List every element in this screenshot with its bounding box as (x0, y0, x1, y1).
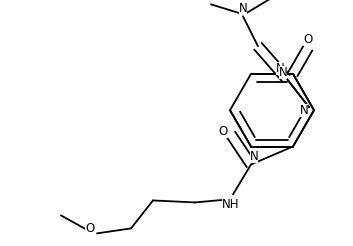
Text: NH: NH (222, 198, 240, 211)
Text: O: O (303, 33, 313, 46)
Text: N: N (239, 2, 247, 15)
Text: N: N (250, 150, 258, 163)
Text: N: N (276, 62, 285, 75)
Text: N: N (279, 66, 287, 79)
Text: N: N (300, 104, 309, 117)
Text: O: O (219, 125, 228, 138)
Text: O: O (85, 222, 95, 235)
